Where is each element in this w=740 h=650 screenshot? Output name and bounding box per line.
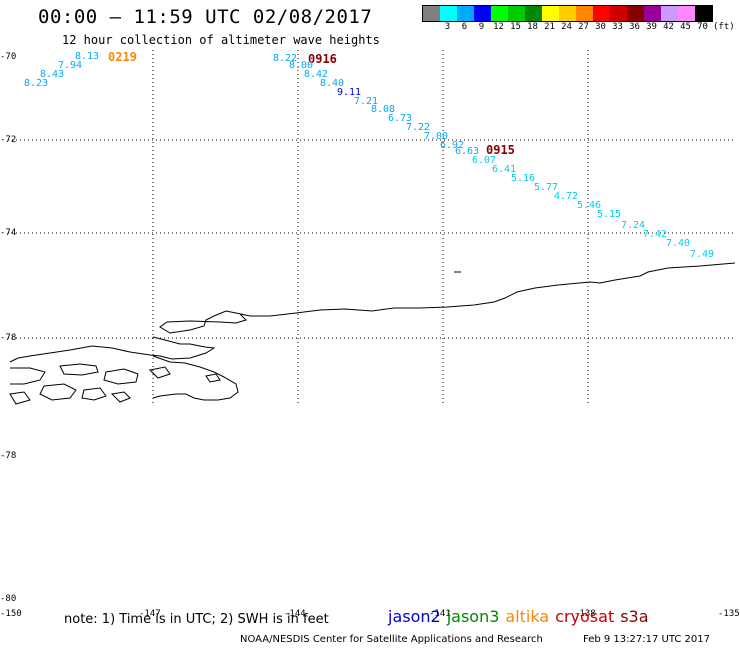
color-scale-label: 45 [680, 22, 691, 32]
credit-text: NOAA/NESDIS Center for Satellite Applica… [240, 634, 543, 645]
color-scale-swatch [627, 6, 644, 21]
coastline [9, 262, 736, 405]
color-scale-label: 21 [544, 22, 555, 32]
wave-height-value: 7.94 [58, 60, 83, 71]
track-id-label: 0219 [108, 50, 137, 64]
color-scale-swatch [576, 6, 593, 21]
lon-label: -141 [429, 609, 451, 619]
color-scale-label: 9 [478, 22, 485, 32]
color-scale-bar [422, 5, 713, 22]
color-scale-swatch [525, 6, 542, 21]
color-scale-swatch [610, 6, 627, 21]
wave-height-value: 6.41 [492, 164, 517, 175]
wave-height-value: 7.22 [406, 122, 431, 133]
lat-label: -78 [0, 451, 17, 461]
wave-height-value: 8.43 [40, 69, 65, 80]
color-scale-swatch [440, 6, 457, 21]
mission-name: s3a [620, 607, 649, 626]
wave-height-value: 7.49 [690, 249, 715, 260]
color-scale-labels: 3 6 9 12 15 18 21 24 27 30 33 36 39 42 45 70 [422, 22, 711, 32]
mission-name: jason3 [446, 607, 500, 626]
lat-label: -80 [0, 594, 17, 604]
wave-height-value: 8.23 [24, 78, 49, 89]
wave-height-value: 8.00 [289, 60, 314, 71]
mission-legend: jason2 jason3 altika cryosat s3a [388, 607, 649, 626]
wave-height-value: 8.40 [320, 78, 345, 89]
wave-height-value: 8.22 [273, 53, 298, 64]
wave-height-value: 7.42 [643, 229, 668, 240]
lat-label: -70 [0, 52, 17, 62]
lon-label: -144 [284, 609, 306, 619]
wave-height-value: 6.73 [388, 113, 413, 124]
color-scale-swatch [491, 6, 508, 21]
lon-label: -150 [0, 609, 22, 619]
wave-height-value: 6.92 [440, 140, 465, 151]
color-scale-label: 33 [612, 22, 623, 32]
color-scale-swatch [644, 6, 661, 21]
color-scale-label: 27 [578, 22, 589, 32]
color-scale-label: 24 [561, 22, 572, 32]
lat-label: -74 [0, 228, 17, 238]
track-id-label: 0916 [308, 52, 337, 66]
color-scale-swatch [695, 6, 712, 21]
lat-label: -72 [0, 135, 17, 145]
color-scale-unit: (ft) [713, 22, 735, 32]
wave-height-value: 8.08 [371, 104, 396, 115]
wave-height-value: 9.11 [337, 87, 362, 98]
color-scale-swatch [508, 6, 525, 21]
color-scale-swatch [559, 6, 576, 21]
color-scale-swatch [542, 6, 559, 21]
wave-height-value: 5.16 [511, 173, 536, 184]
color-scale-label: 18 [527, 22, 538, 32]
wave-height-value: 4.72 [554, 191, 579, 202]
color-scale-swatch [457, 6, 474, 21]
generated-timestamp: Feb 9 13:27:17 UTC 2017 [583, 634, 710, 645]
color-scale-label: 6 [461, 22, 468, 32]
wave-height-value: 6.07 [472, 155, 497, 166]
wave-height-value: 5.46 [577, 200, 602, 211]
color-scale-swatch [423, 6, 440, 21]
track-id-label: 0915 [486, 143, 515, 157]
color-scale-swatch [474, 6, 491, 21]
wave-height-value: 5.15 [597, 209, 622, 220]
color-scale-swatch [661, 6, 678, 21]
lon-label: -135 [718, 609, 740, 619]
color-scale-swatch [678, 6, 695, 21]
wave-height-value: 7.21 [354, 96, 379, 107]
color-scale-label: 36 [629, 22, 640, 32]
color-scale-label: 12 [493, 22, 504, 32]
wave-height-value: 7.00 [424, 131, 449, 142]
lon-label: -138 [574, 609, 596, 619]
color-scale-swatch [593, 6, 610, 21]
wave-height-value: 8.13 [75, 51, 100, 62]
color-scale-label: 30 [595, 22, 606, 32]
wave-height-value: 6.63 [455, 146, 480, 157]
wave-height-value: 7.40 [666, 238, 691, 249]
color-scale-label: 15 [510, 22, 521, 32]
mission-name: cryosat [555, 607, 615, 626]
map-title: 00:00 – 11:59 UTC 02/08/2017 [38, 6, 373, 28]
color-scale-label: 39 [646, 22, 657, 32]
lat-label: -78 [0, 333, 17, 343]
lon-label: -147 [139, 609, 161, 619]
color-scale-label: 42 [663, 22, 674, 32]
map-subtitle: 12 hour collection of altimeter wave hei… [62, 33, 380, 47]
footer-note: note: 1) Time is in UTC; 2) SWH is in fe… [64, 612, 329, 627]
mission-name: jason2 [388, 607, 441, 626]
color-scale-label: 70 [697, 22, 708, 32]
wave-height-value: 8.42 [304, 69, 329, 80]
wave-height-value: 5.77 [534, 182, 559, 193]
color-scale-label: 3 [444, 22, 451, 32]
wave-height-value: 7.24 [621, 220, 646, 231]
mission-name: altika [505, 607, 550, 626]
